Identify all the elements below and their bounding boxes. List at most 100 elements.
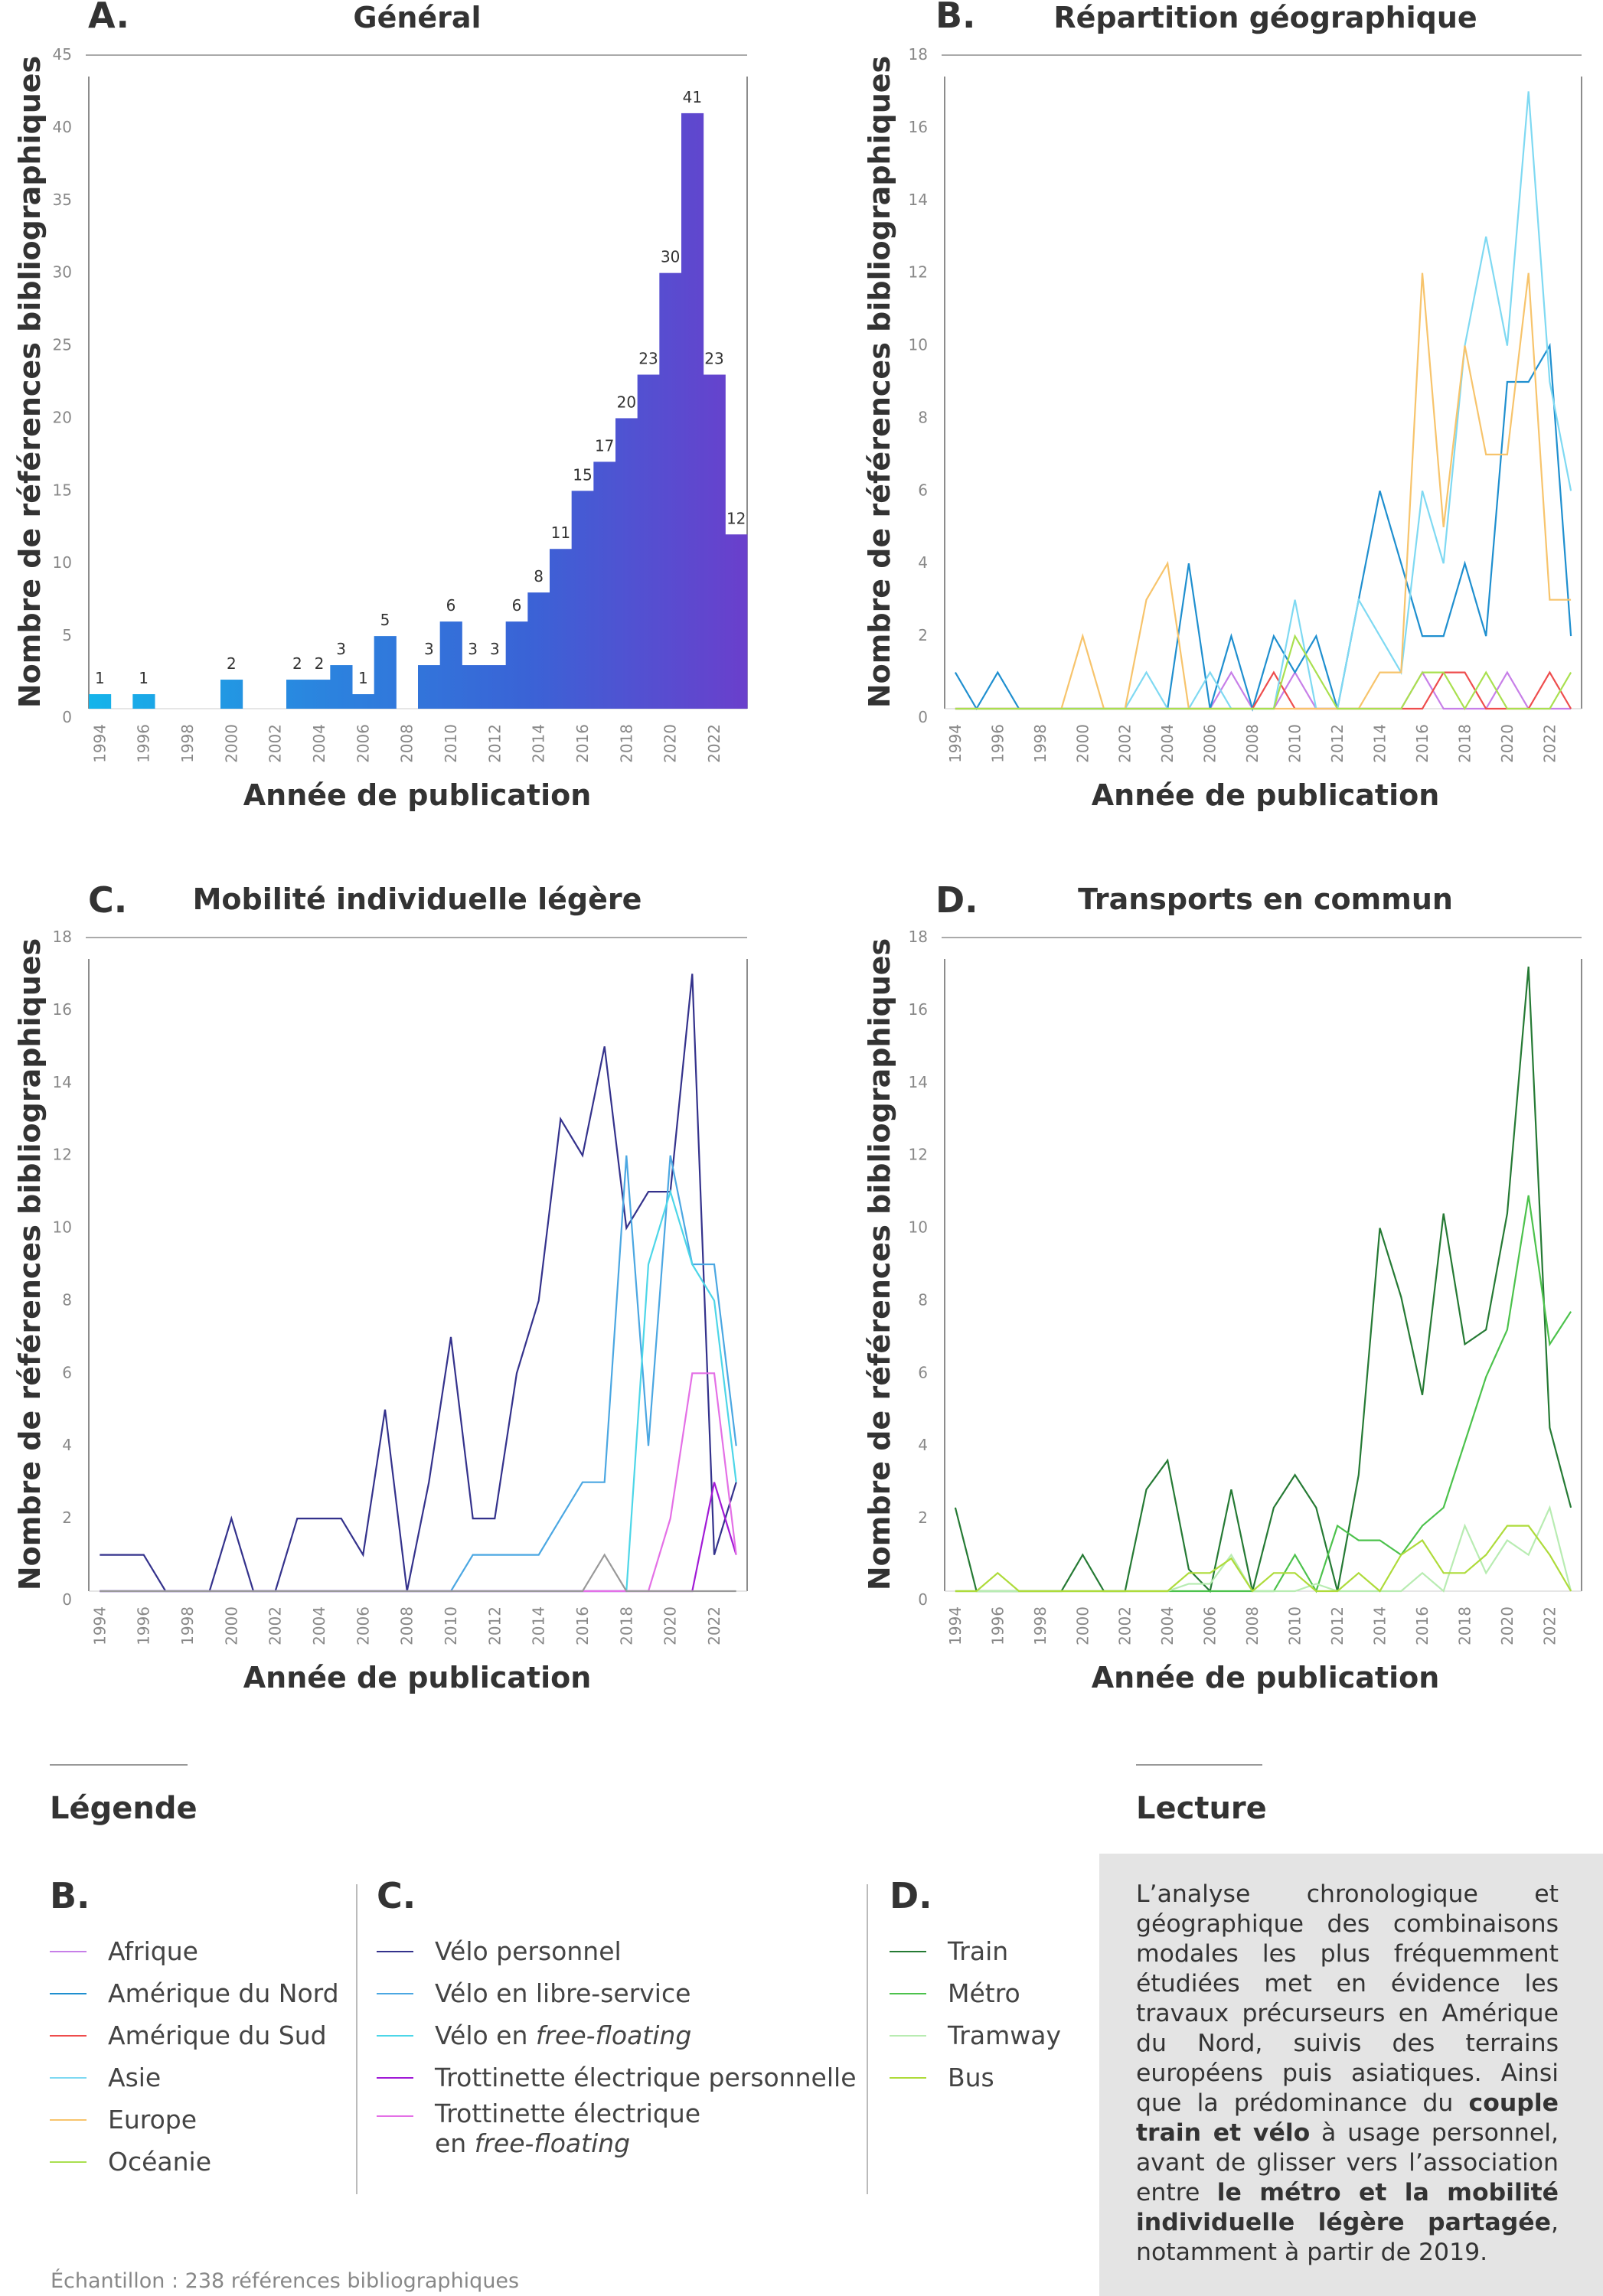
x-tick-label: 1994 xyxy=(946,1606,965,1645)
legend-label: Vélo personnel xyxy=(435,1936,622,1966)
series-line xyxy=(955,272,1572,710)
bar-data-label: 2 xyxy=(292,654,302,673)
legend-item: Bus xyxy=(890,2056,1081,2099)
y-tick-label: 40 xyxy=(53,118,72,136)
x-tick-label: 2014 xyxy=(530,724,548,763)
legend-swatch xyxy=(50,2034,87,2037)
legend-swatch xyxy=(890,1950,926,1952)
x-tick-label: 2020 xyxy=(1498,724,1516,763)
legend-label: Bus xyxy=(948,2063,994,2092)
bar-data-label: 6 xyxy=(512,596,522,615)
x-tick-label: 2008 xyxy=(1243,724,1262,763)
y-tick-label: 4 xyxy=(918,553,928,572)
bar xyxy=(527,592,550,709)
series-line xyxy=(954,342,1572,712)
series-line xyxy=(955,670,1572,710)
y-tick-label: 8 xyxy=(62,1290,72,1309)
y-tick-label: 10 xyxy=(53,553,72,572)
x-axis-title: Année de publication xyxy=(243,778,592,812)
lecture-divider xyxy=(1136,1764,1262,1766)
x-tick-label: 2004 xyxy=(310,1606,328,1645)
y-tick-label: 16 xyxy=(909,118,928,136)
x-tick-label: 2008 xyxy=(398,1606,416,1645)
x-tick-label: 1998 xyxy=(178,1606,197,1645)
x-tick-label: 2012 xyxy=(1328,724,1347,763)
legend-swatch xyxy=(377,1992,413,1994)
legend-item: Trottinette électrique personnelle xyxy=(377,2056,882,2099)
legend-heading: Légende xyxy=(50,1791,198,1826)
panel-title: Général xyxy=(353,1,481,34)
bar-data-label: 23 xyxy=(638,350,658,368)
legend-label: Océanie xyxy=(108,2147,212,2177)
sample-note: Échantillon : 238 références bibliograph… xyxy=(51,2269,520,2293)
lecture-box: L’analyse chronologique et géographique … xyxy=(1099,1854,1603,2296)
x-tick-label: 2022 xyxy=(1540,724,1559,763)
legend-group-d: D. Train Métro Tramway Bus xyxy=(890,1875,1081,2099)
bar-data-label: 11 xyxy=(551,523,570,542)
panel-letter: C. xyxy=(88,879,127,921)
y-axis-title: Nombre de références bibliographiques xyxy=(863,56,896,708)
y-tick-label: 14 xyxy=(909,1073,928,1091)
bar xyxy=(725,534,748,709)
x-tick-label: 2000 xyxy=(222,724,240,763)
legend-label: Métro xyxy=(948,1978,1020,2008)
panel-title: Mobilité individuelle légère xyxy=(193,882,642,916)
y-tick-label: 2 xyxy=(62,1508,72,1527)
panel-title: Répartition géographique xyxy=(1053,1,1477,34)
x-tick-label: 2000 xyxy=(222,1606,240,1645)
bar-data-label: 1 xyxy=(95,669,105,687)
y-tick-label: 14 xyxy=(53,1073,72,1091)
bar xyxy=(550,549,573,709)
x-tick-label: 2002 xyxy=(266,1606,285,1645)
y-tick-label: 5 xyxy=(62,626,72,644)
bar xyxy=(89,694,112,709)
bar xyxy=(637,374,660,709)
x-tick-label: 2004 xyxy=(310,724,328,763)
series-line xyxy=(100,1553,736,1593)
bar-data-label: 41 xyxy=(683,88,702,106)
x-axis-title: Année de publication xyxy=(1092,778,1440,812)
y-tick-label: 4 xyxy=(62,1436,72,1454)
x-tick-label: 2000 xyxy=(1073,724,1092,763)
bar xyxy=(286,680,309,709)
x-tick-label: 2002 xyxy=(266,724,285,763)
legend-swatch xyxy=(50,1992,87,1994)
bar xyxy=(462,665,485,709)
y-tick-label: 8 xyxy=(918,408,928,426)
legend-swatch xyxy=(890,1992,926,1994)
lecture-text-part: L’analyse chronologique et géographique … xyxy=(1136,1880,1559,2117)
legend-group-letter: B. xyxy=(50,1875,90,1916)
y-tick-label: 6 xyxy=(918,481,928,499)
x-tick-label: 2006 xyxy=(354,724,372,763)
bar xyxy=(484,665,507,709)
bar xyxy=(439,621,462,709)
y-tick-label: 0 xyxy=(62,1590,72,1609)
x-axis-title: Année de publication xyxy=(243,1661,592,1694)
x-tick-label: 2006 xyxy=(354,1606,372,1645)
x-tick-label: 2014 xyxy=(1371,724,1389,763)
y-tick-label: 20 xyxy=(53,408,72,426)
y-tick-label: 18 xyxy=(53,928,72,946)
legend-items-b: Afrique Amérique du Nord Amérique du Sud As… xyxy=(50,1930,356,2183)
y-tick-label: 18 xyxy=(909,45,928,64)
bar xyxy=(571,491,594,709)
legend-swatch xyxy=(50,1950,87,1952)
x-tick-label: 1996 xyxy=(135,724,153,763)
x-tick-label: 2022 xyxy=(1540,1606,1559,1645)
bar xyxy=(615,418,638,709)
series-line xyxy=(955,1525,1572,1593)
y-tick-label: 10 xyxy=(909,1218,928,1237)
legend-group-b: B. Afrique Amérique du Nord Amérique du Su… xyxy=(50,1875,356,2183)
y-tick-label: 14 xyxy=(909,191,928,209)
legend-items-c: Vélo personnel Vélo en libre-service Vélo … xyxy=(377,1930,882,2169)
legend-label: Vélo en free-floating xyxy=(435,2020,692,2050)
y-tick-label: 4 xyxy=(918,1436,928,1454)
x-tick-label: 2018 xyxy=(1455,724,1474,763)
x-tick-label: 1994 xyxy=(90,724,109,763)
bar-data-label: 3 xyxy=(336,640,346,658)
bar-data-label: 3 xyxy=(424,640,434,658)
bar xyxy=(220,680,243,709)
